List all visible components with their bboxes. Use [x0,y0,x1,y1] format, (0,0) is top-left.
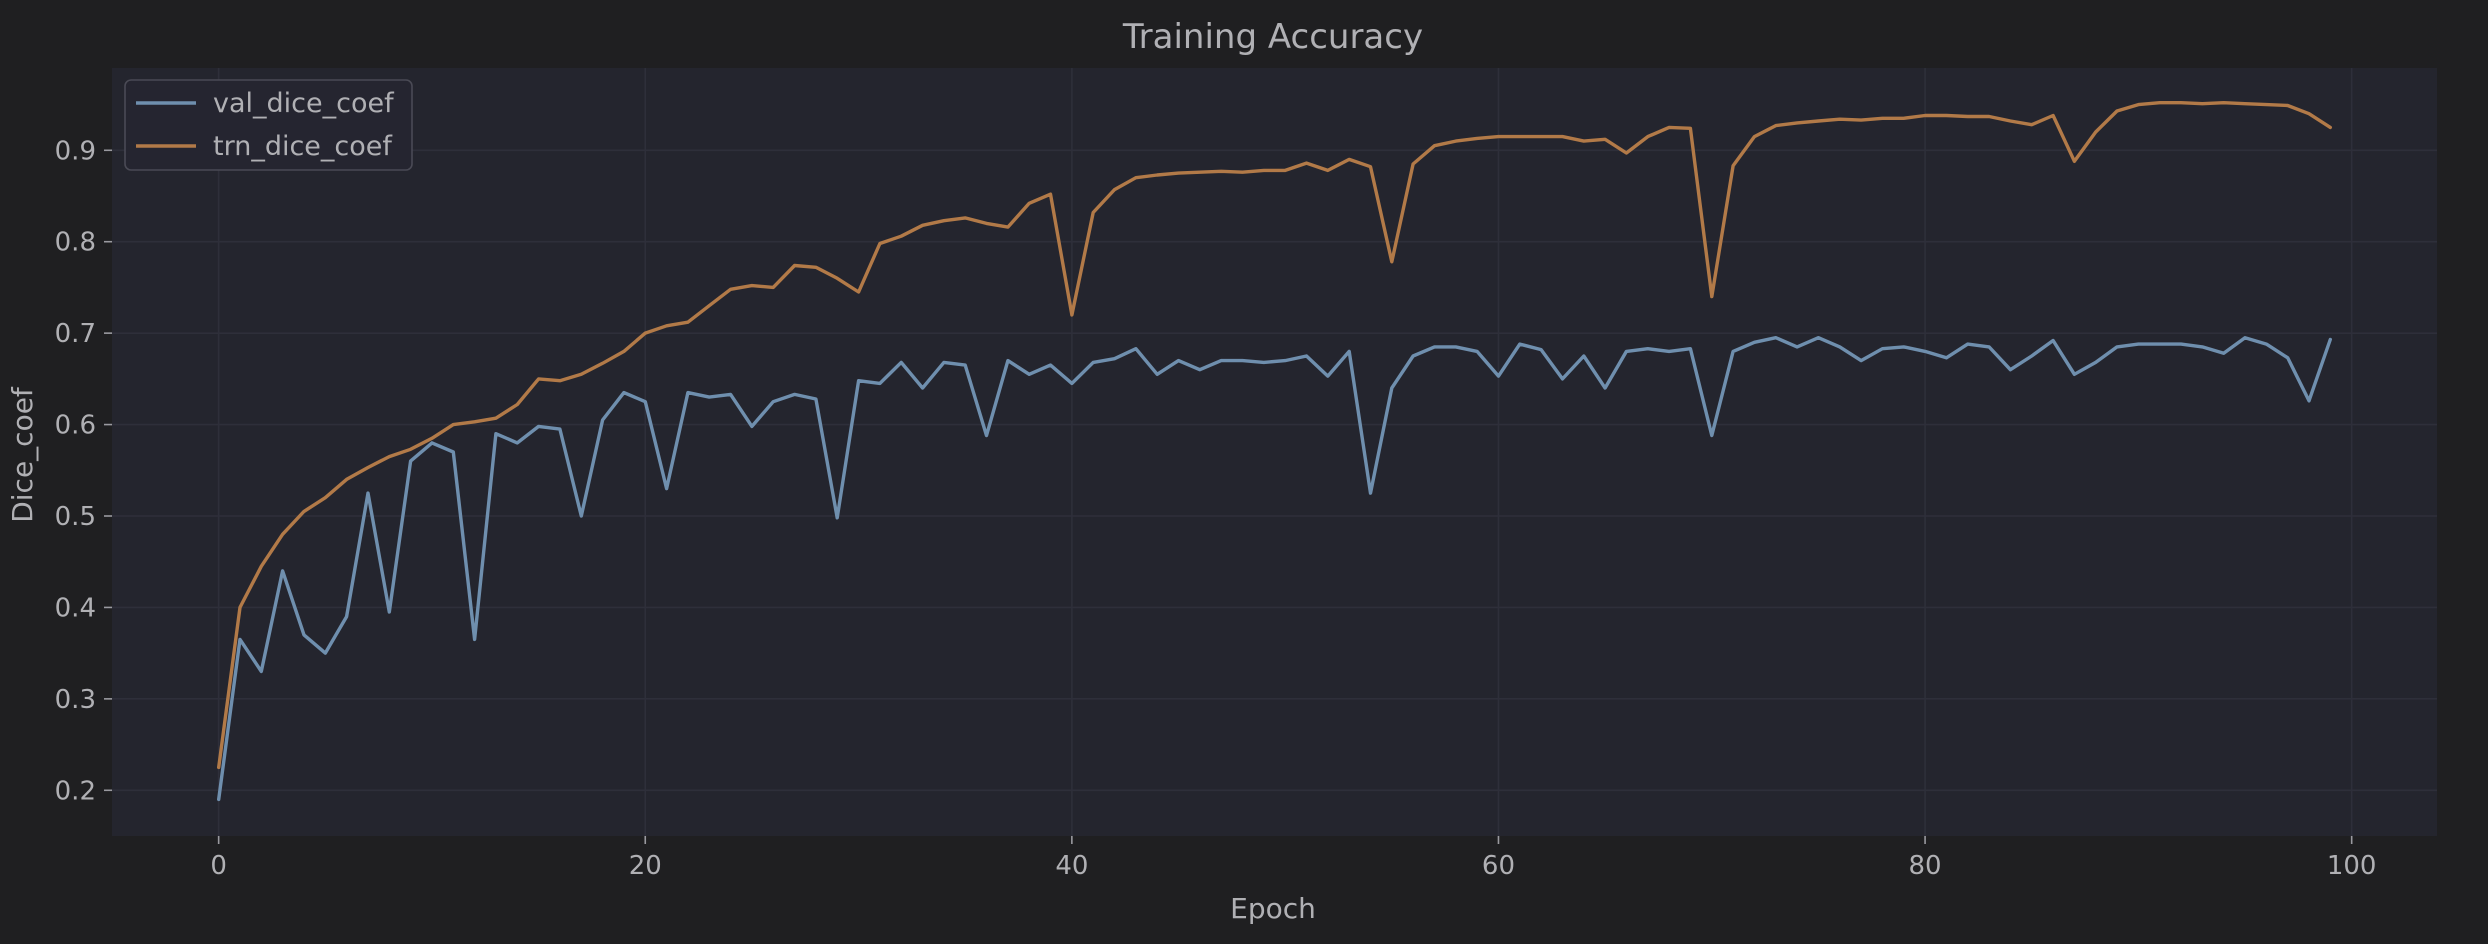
chart-title: Training Accuracy [1122,17,1423,57]
legend-label-val-dice-coef: val_dice_coef [213,88,395,119]
y-tick-label: 0.7 [55,319,96,349]
y-tick-label: 0.8 [55,228,96,258]
series-line-val-dice-coef [216,336,2333,802]
x-tick-label: 100 [2327,851,2377,881]
grid [112,68,2437,836]
x-tick-label: 40 [1055,851,1088,881]
x-tick-label: 80 [1909,851,1942,881]
y-tick-label: 0.6 [55,411,96,441]
x-tick-label: 20 [629,851,662,881]
x-tick-label: 0 [210,851,227,881]
plot-area [112,68,2437,836]
y-tick-label: 0.9 [55,136,96,166]
series-line-trn-dice-coef [216,100,2333,770]
x-axis-label: Epoch [1230,892,1316,925]
y-axis-ticks: 0.2 0.3 0.4 0.5 0.6 0.7 0.8 0.9 [55,136,112,806]
legend: val_dice_coef trn_dice_coef [124,79,413,171]
x-axis-ticks: 0 20 40 60 80 100 [210,836,2376,881]
x-tick-label: 60 [1482,851,1515,881]
legend-label-trn-dice-coef: trn_dice_coef [213,131,393,162]
y-tick-label: 0.3 [55,685,96,715]
y-axis-label: Dice_coef [6,386,39,523]
series-lines [216,100,2333,802]
y-tick-label: 0.5 [55,502,96,532]
y-tick-label: 0.2 [55,776,96,806]
legend-box [124,79,413,171]
y-tick-label: 0.4 [55,593,96,623]
